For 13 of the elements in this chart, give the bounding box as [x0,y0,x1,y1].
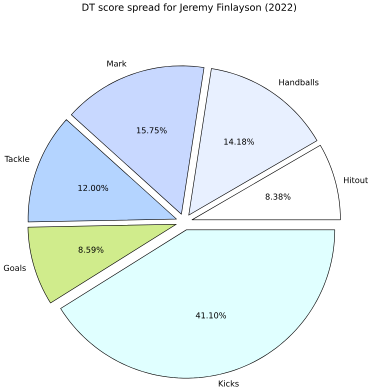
data-label: 41.10% [196,312,226,318]
chart-title: DT score spread for Jeremy Finlayson (2022) [82,3,296,13]
slice-label: Hitout [344,176,368,184]
data-label: 12.00% [78,184,108,191]
slice-label: Tackle [4,156,30,162]
slice-label: Handballs [280,79,319,86]
slice-label: Kicks [219,380,239,387]
data-label: 8.59% [78,246,104,253]
data-label: 8.38% [266,194,291,200]
slice-label: Mark [108,60,127,67]
slice-label: Goals [4,264,26,272]
data-label: 15.75% [137,127,167,134]
data-label: 14.18% [224,138,254,145]
